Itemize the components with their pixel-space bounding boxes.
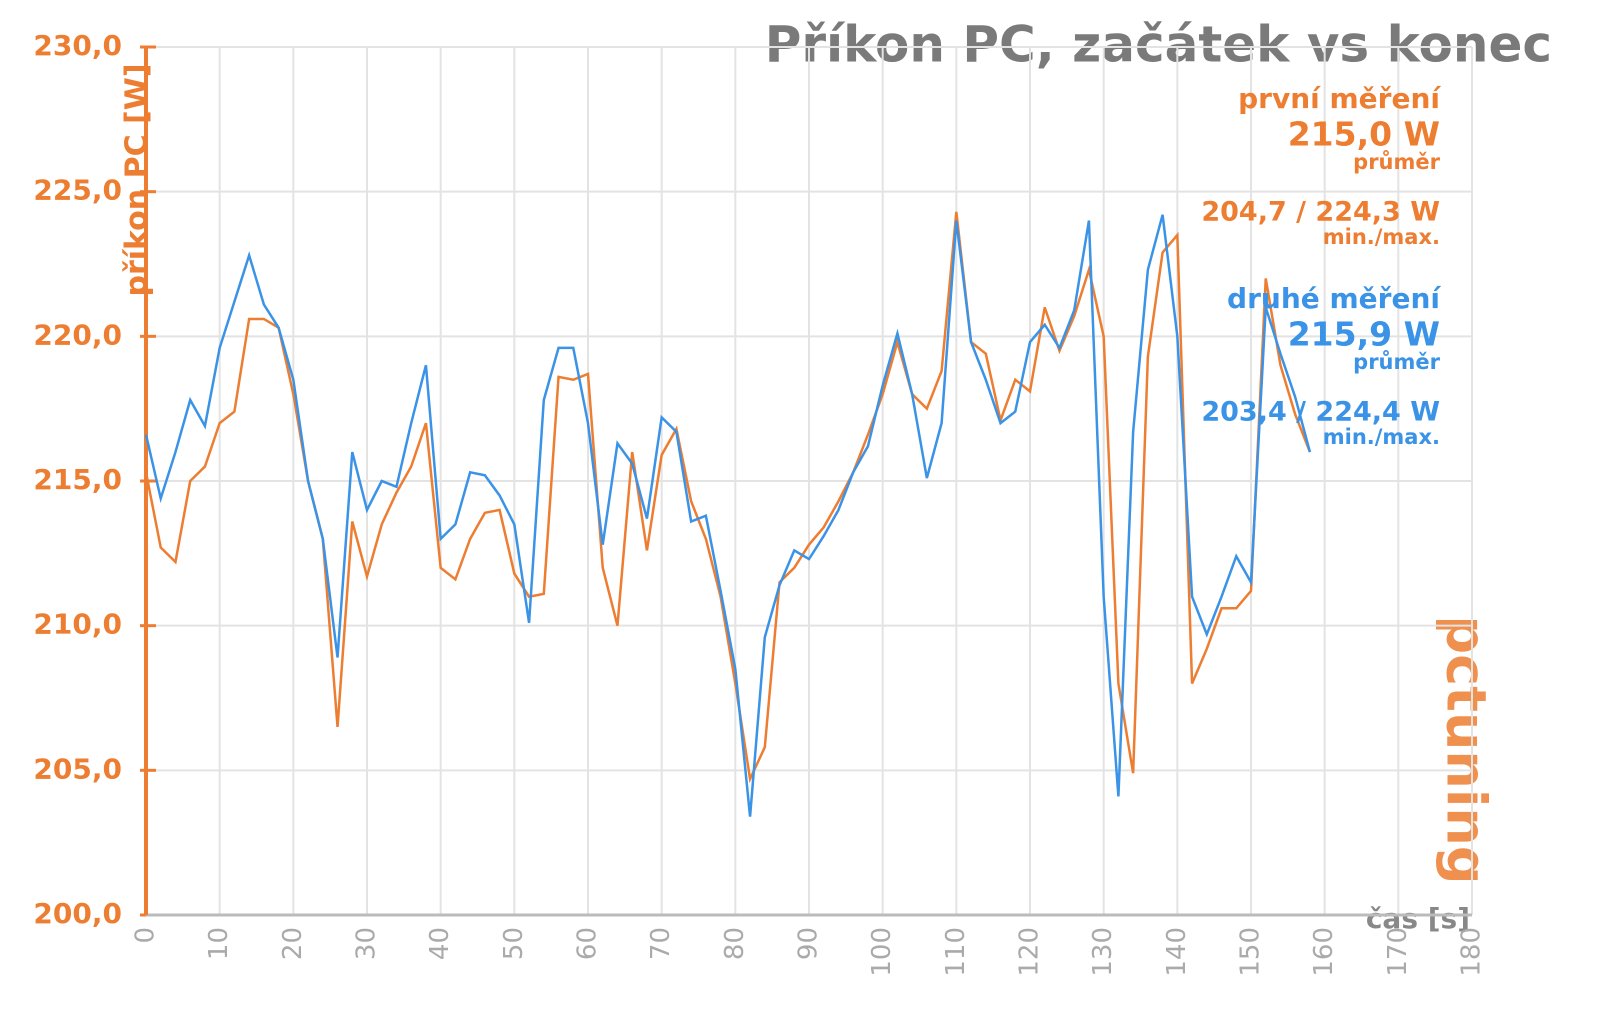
y-tick-label: 210,0: [33, 608, 122, 641]
x-tick-label: 0: [131, 927, 161, 944]
mean-caption: průměr: [1353, 350, 1440, 374]
y-tick-label: 230,0: [33, 29, 122, 62]
y-tick-label: 205,0: [33, 752, 122, 785]
x-tick-label: 100: [867, 927, 897, 977]
x-tick-label: 60: [573, 927, 603, 960]
x-tick-label: 170: [1383, 927, 1413, 977]
range-caption: min./max.: [1323, 225, 1440, 249]
x-tick-label: 80: [720, 927, 750, 960]
legend-label: první měření: [1238, 82, 1441, 115]
series-line: [144, 211, 1312, 784]
x-tick-label: 130: [1088, 927, 1118, 977]
y-tick-label: 225,0: [33, 174, 122, 207]
x-tick-label: 90: [794, 927, 824, 960]
x-tick-label: 110: [941, 927, 971, 977]
x-tick-label: 140: [1162, 927, 1192, 977]
x-tick-label: 10: [204, 927, 234, 960]
chart-title: Příkon PC, začátek vs konec: [765, 16, 1552, 74]
x-axis-title: čas [s]: [1366, 902, 1470, 935]
series-line: [144, 214, 1312, 817]
y-tick-label: 220,0: [33, 318, 122, 351]
x-tick-label: 120: [1015, 927, 1045, 977]
x-tick-label: 160: [1309, 927, 1339, 977]
mean-caption: průměr: [1353, 150, 1440, 174]
y-tick-label: 215,0: [33, 463, 122, 496]
y-tick-label: 200,0: [33, 897, 122, 930]
x-tick-label: 50: [499, 927, 529, 960]
x-tick-label: 150: [1236, 927, 1266, 977]
range-value: 203,4 / 224,4 W: [1201, 397, 1440, 428]
range-value: 204,7 / 224,3 W: [1201, 197, 1440, 228]
mean-value: 215,9 W: [1288, 315, 1440, 354]
x-tick-label: 70: [646, 927, 676, 960]
legend-label: druhé měření: [1227, 282, 1441, 315]
logo: pctuning: [1434, 616, 1497, 885]
x-tick-label: 20: [278, 927, 308, 960]
mean-value: 215,0 W: [1288, 115, 1440, 154]
x-tick-label: 40: [425, 927, 455, 960]
x-tick-label: 180: [1457, 927, 1487, 977]
y-axis-title: příkon PC [W]: [120, 63, 155, 296]
x-tick-label: 30: [352, 927, 382, 960]
range-caption: min./max.: [1323, 425, 1440, 449]
